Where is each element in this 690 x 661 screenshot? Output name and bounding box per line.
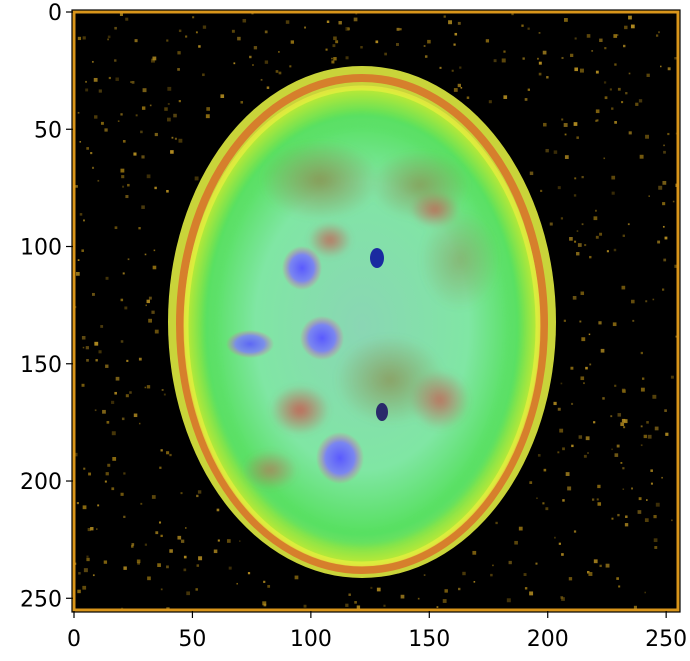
x-tick-label: 50 (178, 627, 206, 652)
dark-spot (370, 248, 384, 268)
y-tick-label: 150 (20, 353, 62, 378)
x-tick-label: 250 (645, 627, 687, 652)
y-tick-label: 50 (34, 118, 62, 143)
x-tick-label: 0 (67, 627, 81, 652)
skull-red-rim (176, 74, 548, 574)
plot-frame (72, 10, 680, 612)
blue-spot (226, 330, 274, 358)
y-tick-label: 250 (20, 587, 62, 612)
blue-spot (300, 316, 344, 360)
x-tick-label: 150 (408, 627, 450, 652)
brain-scan (168, 66, 556, 578)
blue-spot (282, 246, 322, 290)
dark-spot (376, 403, 388, 421)
skull-inner-edge (183, 85, 541, 567)
brain-inner-ring (205, 115, 519, 545)
y-tick-label: 100 (20, 236, 62, 261)
y-tick-label: 200 (20, 470, 62, 495)
x-axis: 0 50 100 150 200 250 (67, 611, 687, 652)
blue-spot (316, 432, 364, 484)
axes-spine (71, 9, 681, 613)
x-tick-label: 100 (290, 627, 332, 652)
background-noise (74, 12, 678, 610)
y-tick-label: 0 (48, 1, 62, 26)
y-axis: 0 50 100 150 200 250 (20, 1, 73, 612)
x-tick-label: 200 (527, 627, 569, 652)
